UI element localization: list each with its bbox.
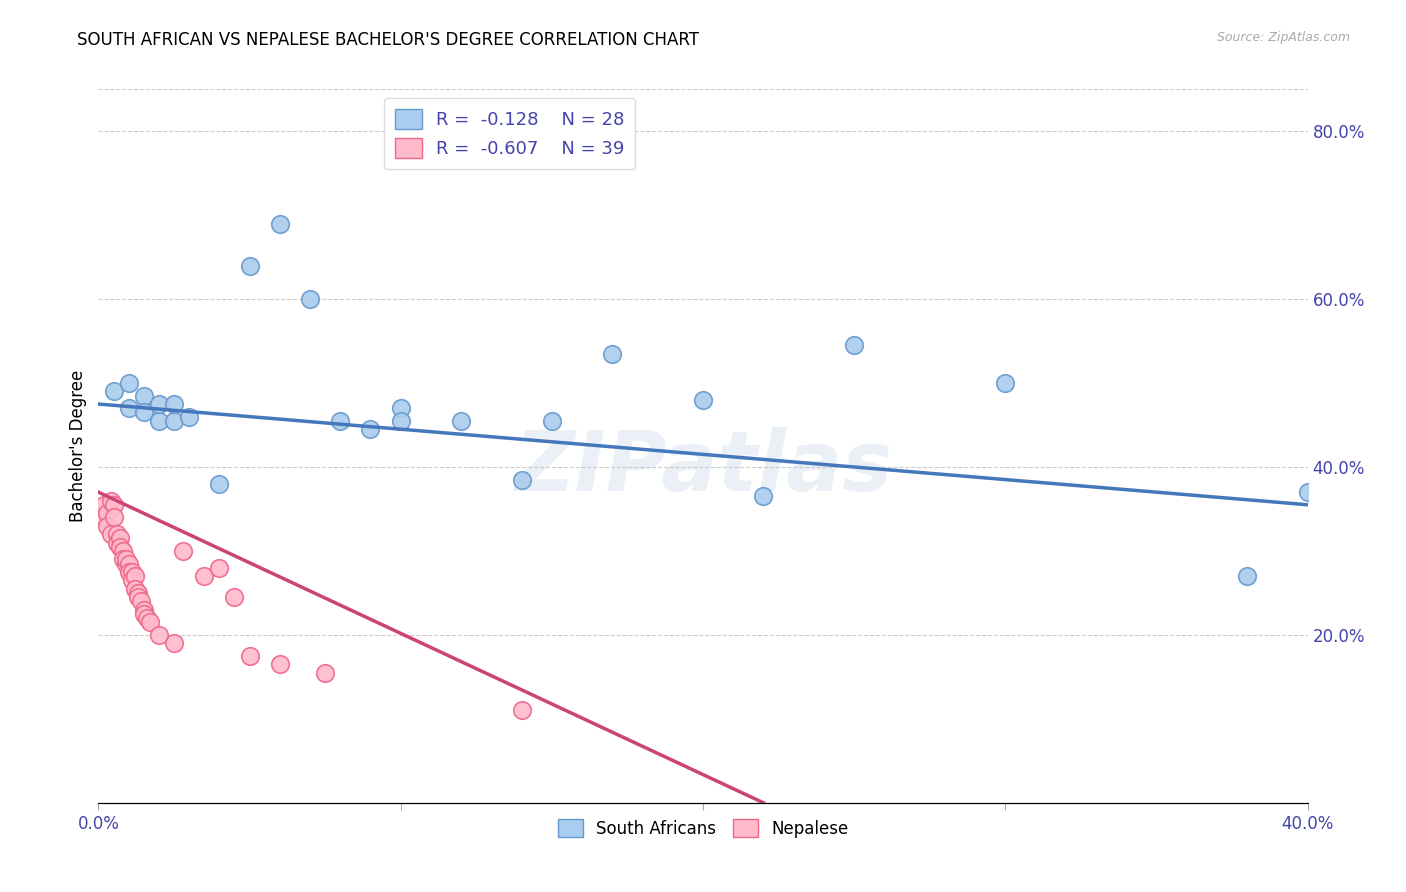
Point [752, 489, 775, 503]
Point [1296, 485, 1319, 500]
Point [360, 422, 382, 436]
Point [118, 376, 141, 390]
Point [114, 557, 136, 571]
Point [389, 401, 412, 416]
Point [118, 565, 141, 579]
Point [269, 217, 291, 231]
Point [329, 414, 352, 428]
Point [129, 594, 152, 608]
Point [108, 532, 131, 546]
Point [239, 259, 262, 273]
Point [121, 574, 143, 588]
Point [96, 506, 118, 520]
Point [163, 397, 186, 411]
Point [510, 473, 533, 487]
Point [124, 582, 146, 596]
Point [127, 586, 149, 600]
Point [132, 405, 155, 419]
Point [179, 409, 201, 424]
Point [127, 590, 149, 604]
Point [208, 560, 231, 574]
Point [93, 510, 115, 524]
Point [111, 552, 134, 566]
Text: ZIPatlas: ZIPatlas [515, 427, 891, 508]
Point [224, 590, 246, 604]
Point [148, 628, 170, 642]
Point [172, 544, 194, 558]
Point [103, 510, 125, 524]
Point [108, 540, 131, 554]
Text: Source: ZipAtlas.com: Source: ZipAtlas.com [1216, 31, 1350, 45]
Point [121, 565, 143, 579]
Point [994, 376, 1017, 390]
Point [96, 518, 118, 533]
Point [540, 414, 562, 428]
Point [1236, 569, 1258, 583]
Point [103, 384, 125, 399]
Point [163, 414, 186, 428]
Point [148, 397, 170, 411]
Point [135, 611, 157, 625]
Point [132, 603, 155, 617]
Point [111, 544, 134, 558]
Y-axis label: Bachelor's Degree: Bachelor's Degree [69, 370, 87, 522]
Point [100, 493, 122, 508]
Text: SOUTH AFRICAN VS NEPALESE BACHELOR'S DEGREE CORRELATION CHART: SOUTH AFRICAN VS NEPALESE BACHELOR'S DEG… [77, 31, 699, 49]
Point [118, 401, 141, 416]
Point [269, 657, 291, 672]
Legend: South Africans, Nepalese: South Africans, Nepalese [551, 813, 855, 845]
Point [844, 338, 866, 352]
Point [103, 498, 125, 512]
Point [450, 414, 472, 428]
Point [124, 569, 146, 583]
Point [105, 535, 128, 549]
Point [389, 414, 412, 428]
Point [692, 392, 714, 407]
Point [163, 636, 186, 650]
Point [132, 389, 155, 403]
Point [114, 552, 136, 566]
Point [118, 557, 141, 571]
Point [93, 498, 115, 512]
Point [132, 607, 155, 621]
Point [193, 569, 215, 583]
Point [208, 476, 231, 491]
Point [510, 703, 533, 717]
Point [148, 414, 170, 428]
Point [105, 527, 128, 541]
Point [314, 665, 336, 680]
Point [239, 648, 262, 663]
Point [602, 346, 624, 360]
Point [139, 615, 162, 630]
Point [100, 527, 122, 541]
Point [299, 292, 322, 306]
